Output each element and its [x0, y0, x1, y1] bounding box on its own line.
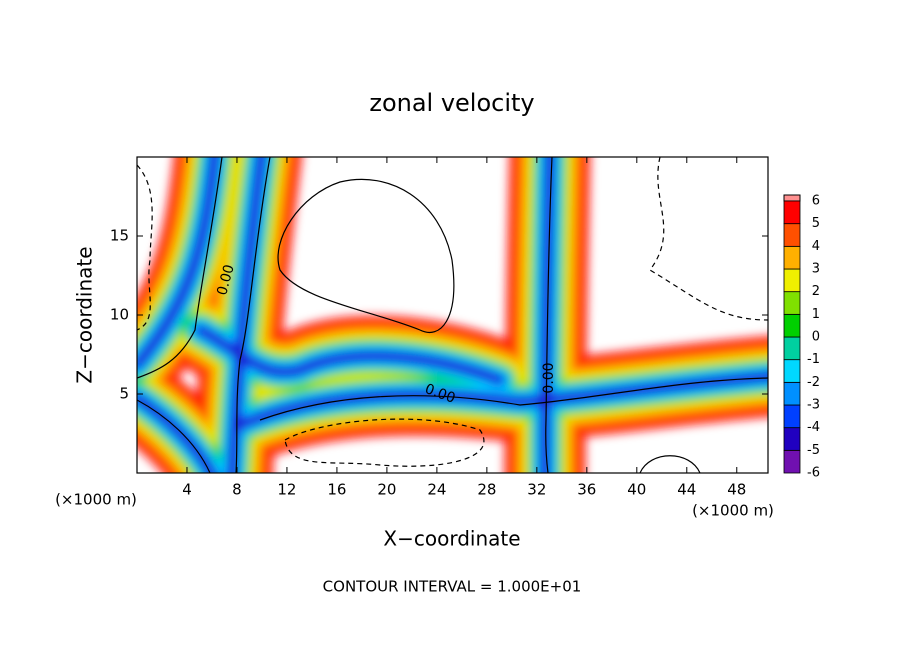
colorbar-label: -6 [807, 466, 820, 481]
x-axis-label: X−coordinate [383, 527, 520, 551]
x-tick-label: 36 [577, 481, 596, 499]
y-tick-label: 5 [119, 385, 129, 403]
contour-line [259, 377, 768, 421]
x-tick-label: 16 [327, 481, 346, 499]
contour-line [639, 455, 701, 473]
colorbar-label: -3 [807, 398, 820, 413]
colorbar-label: 1 [812, 307, 820, 322]
y-unit-label: (×1000 m) [55, 491, 137, 509]
x-tick-label: 24 [427, 481, 446, 499]
footer: CONTOUR INTERVAL = 1.000E+01 [323, 578, 582, 596]
velocity-field [137, 157, 768, 473]
field-band [542, 157, 553, 473]
colorbar-cell [783, 381, 801, 406]
colorbar-label: 5 [812, 216, 820, 231]
colorbar-cell [783, 268, 801, 293]
x-unit-label: (×1000 m) [692, 502, 774, 520]
y-tick-label: 15 [110, 227, 129, 245]
field-band [197, 327, 503, 383]
x-tick-label: 28 [477, 481, 496, 499]
colorbar-label: 2 [812, 284, 820, 299]
colorbar-top [783, 194, 801, 202]
colorbar-cell [783, 336, 801, 361]
x-tick-label: 12 [277, 481, 296, 499]
field-band [229, 157, 265, 473]
x-tick-label: 8 [232, 481, 242, 499]
x-tick-label: 20 [377, 481, 396, 499]
colorbar-label: 6 [812, 194, 820, 209]
contour-label: 0.00 [214, 263, 238, 297]
x-tick-label: 4 [182, 481, 192, 499]
colorbar-label: -4 [807, 420, 820, 435]
colorbar-label: 0 [812, 330, 820, 345]
x-tick-label: 44 [677, 481, 696, 499]
contour-line [545, 157, 553, 473]
colorbar-label: -1 [807, 352, 820, 367]
contour-line [137, 157, 223, 379]
colorbar-cell [783, 200, 801, 225]
contour-line [137, 164, 153, 331]
y-axis-label: Z−coordinate [73, 246, 97, 383]
colorbar-cell [783, 313, 801, 338]
chart-title: zonal velocity [369, 89, 534, 117]
colorbar-label: 3 [812, 262, 820, 277]
colorbar-label: -2 [807, 375, 820, 390]
contour-line [235, 157, 271, 473]
colorbar-label: -5 [807, 443, 820, 458]
contour-label: 0.00 [541, 362, 557, 393]
colorbar-cell [783, 427, 801, 451]
field-band [237, 373, 768, 428]
field-band [137, 157, 218, 368]
contour-lines [137, 157, 768, 473]
x-tick-label: 32 [527, 481, 546, 499]
colorbar-cell [783, 245, 801, 270]
contour-line [284, 418, 485, 467]
contour-line [277, 178, 455, 334]
colorbar-cell [783, 223, 801, 247]
x-tick-label: 40 [627, 481, 646, 499]
contour-line [649, 157, 768, 321]
colorbar-cell [783, 404, 801, 429]
colorbar-label: 4 [812, 239, 820, 254]
contour-line [137, 399, 211, 473]
colorbar-cell [783, 359, 801, 383]
x-tick-label: 48 [727, 481, 746, 499]
colorbar-cell [783, 291, 801, 315]
y-tick-label: 10 [110, 306, 129, 324]
colorbar-cell [783, 449, 801, 474]
